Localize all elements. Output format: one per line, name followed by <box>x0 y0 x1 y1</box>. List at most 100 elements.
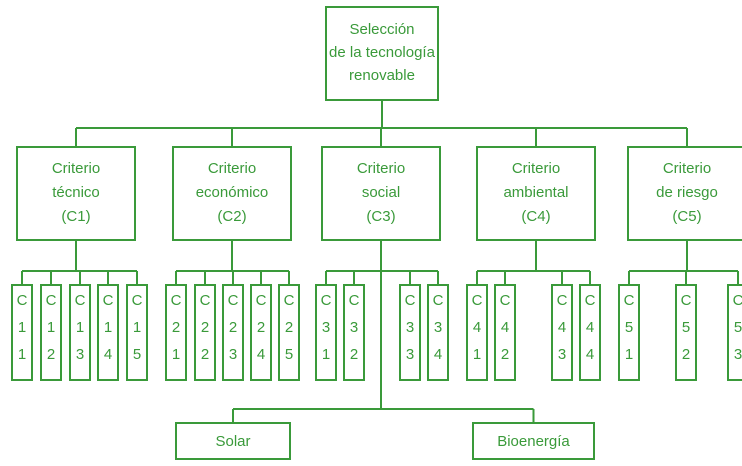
sub-criterion-char: 3 <box>734 346 742 363</box>
sub-criterion-char: 4 <box>473 319 481 336</box>
sub-criterion-node <box>315 284 337 381</box>
criterion-label: económico <box>196 184 269 201</box>
criterion-node-c4 <box>476 146 596 241</box>
sub-criterion-char: C <box>256 292 267 309</box>
sub-criterion-node <box>40 284 62 381</box>
sub-criterion-node <box>427 284 449 381</box>
criterion-label: de riesgo <box>656 184 718 201</box>
sub-criterion-char: 4 <box>257 346 265 363</box>
sub-criterion-char: C <box>585 292 596 309</box>
sub-criterion-char: 3 <box>322 319 330 336</box>
sub-criterion-char: 1 <box>473 346 481 363</box>
sub-criterion-char: C <box>228 292 239 309</box>
alternative-label: Solar <box>215 433 250 450</box>
sub-criterion-node <box>97 284 119 381</box>
sub-criterion-node <box>194 284 216 381</box>
sub-criterion-char: 1 <box>47 319 55 336</box>
diagram-nodes: Selección de la tecnología renovable Criter… <box>11 6 742 460</box>
alternative-label: Bioenergía <box>497 433 570 450</box>
criterion-label: social <box>362 184 400 201</box>
sub-criterion-node <box>343 284 365 381</box>
root-node-label: renovable <box>349 67 415 84</box>
sub-criterion-node <box>165 284 187 381</box>
root-node-label: de la tecnología <box>329 44 436 61</box>
criterion-node-c5 <box>627 146 742 241</box>
criterion-node-c2 <box>172 146 292 241</box>
sub-criterion-char: 2 <box>201 346 209 363</box>
sub-criterion-char: 5 <box>625 319 633 336</box>
sub-criterion-char: 4 <box>501 319 509 336</box>
sub-criterion-node <box>675 284 697 381</box>
sub-criterion-char: 5 <box>682 319 690 336</box>
sub-criterion-char: 3 <box>558 346 566 363</box>
sub-criterion-char: 1 <box>625 346 633 363</box>
criterion-label: (C3) <box>366 208 395 225</box>
alternative-node-solar <box>175 422 291 460</box>
sub-criterion-char: 3 <box>406 346 414 363</box>
root-node-label: Selección <box>349 21 414 38</box>
criterion-label: Criterio <box>357 160 405 177</box>
sub-criterion-char: 1 <box>172 346 180 363</box>
sub-criterion-char: 2 <box>501 346 509 363</box>
criterion-node-c1 <box>16 146 136 241</box>
sub-criterion-char: C <box>681 292 692 309</box>
criterion-label: (C1) <box>61 208 90 225</box>
criterion-label: Criterio <box>52 160 100 177</box>
sub-criterion-char: C <box>472 292 483 309</box>
criterion-label: técnico <box>52 184 100 201</box>
sub-criterion-char: 1 <box>76 319 84 336</box>
sub-criterion-char: C <box>284 292 295 309</box>
sub-criterion-char: 2 <box>47 346 55 363</box>
sub-criterion-char: 1 <box>18 346 26 363</box>
sub-criterion-char: C <box>433 292 444 309</box>
sub-criterion-char: 1 <box>18 319 26 336</box>
sub-criterion-char: C <box>321 292 332 309</box>
sub-criterion-char: C <box>46 292 57 309</box>
criterion-label: (C5) <box>672 208 701 225</box>
sub-criterion-char: C <box>17 292 28 309</box>
sub-criterion-node <box>69 284 91 381</box>
sub-criterion-char: C <box>405 292 416 309</box>
sub-criterion-char: C <box>500 292 511 309</box>
sub-criterion-node <box>551 284 573 381</box>
sub-criterion-char: C <box>349 292 360 309</box>
criterion-label: Criterio <box>208 160 256 177</box>
sub-criterion-node <box>494 284 516 381</box>
sub-criterion-char: C <box>132 292 143 309</box>
sub-criterion-char: 4 <box>558 319 566 336</box>
sub-criterion-char: C <box>75 292 86 309</box>
sub-criterion-char: C <box>733 292 742 309</box>
sub-criterion-char: 2 <box>350 346 358 363</box>
sub-criterion-char: 4 <box>586 346 594 363</box>
alternative-node-bioenergia <box>472 422 595 460</box>
sub-criterion-char: 1 <box>104 319 112 336</box>
sub-criterion-char: 1 <box>133 319 141 336</box>
sub-criterion-node <box>579 284 601 381</box>
sub-criterion-char: 3 <box>76 346 84 363</box>
sub-criterion-char: 5 <box>285 346 293 363</box>
sub-criterion-char: 4 <box>434 346 442 363</box>
sub-criterion-char: 2 <box>201 319 209 336</box>
root-node <box>325 6 439 101</box>
sub-criterion-node <box>727 284 742 381</box>
sub-criterion-char: 2 <box>285 319 293 336</box>
sub-criterion-char: 2 <box>257 319 265 336</box>
sub-criterion-char: C <box>557 292 568 309</box>
sub-criterion-char: 5 <box>133 346 141 363</box>
criterion-label: Criterio <box>512 160 560 177</box>
sub-criterion-char: 3 <box>350 319 358 336</box>
sub-criterion-node <box>618 284 640 381</box>
sub-criterion-char: C <box>624 292 635 309</box>
sub-criterion-char: C <box>103 292 114 309</box>
criterion-label: ambiental <box>503 184 568 201</box>
sub-criterion-node <box>466 284 488 381</box>
sub-criterion-char: 4 <box>104 346 112 363</box>
sub-criterion-node <box>222 284 244 381</box>
sub-criterion-node <box>250 284 272 381</box>
criterion-label: (C2) <box>217 208 246 225</box>
sub-criterion-node <box>126 284 148 381</box>
sub-criterion-char: 4 <box>586 319 594 336</box>
sub-criterion-node <box>399 284 421 381</box>
sub-criterion-char: 3 <box>229 346 237 363</box>
